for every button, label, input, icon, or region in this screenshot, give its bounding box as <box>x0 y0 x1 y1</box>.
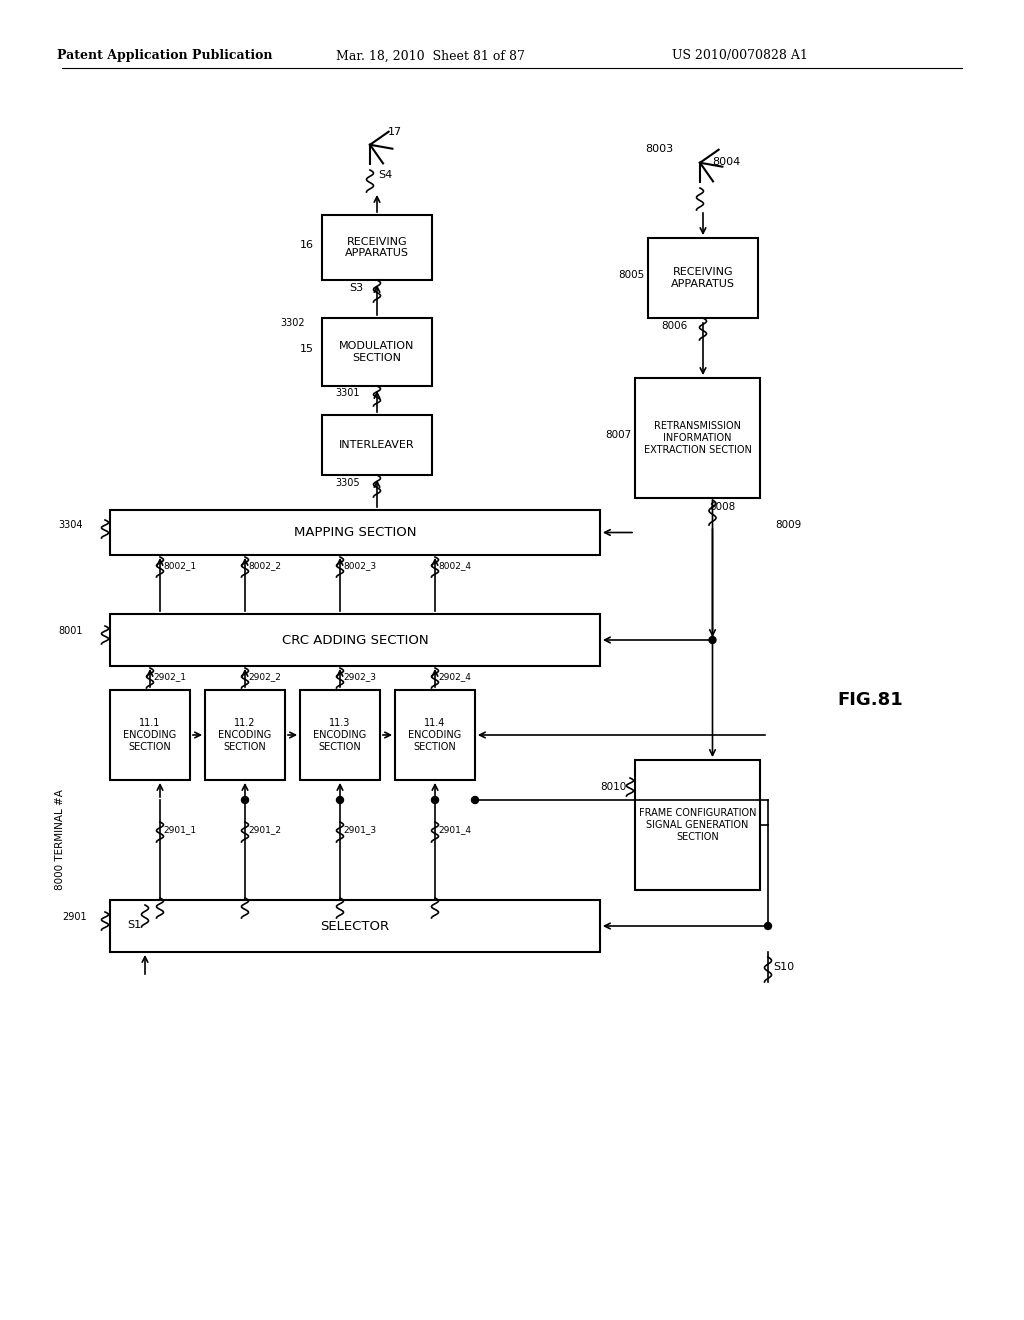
Text: S1: S1 <box>127 920 141 931</box>
Circle shape <box>765 923 771 929</box>
Text: 11.2
ENCODING
SECTION: 11.2 ENCODING SECTION <box>218 718 271 751</box>
Text: 2902_4: 2902_4 <box>438 672 471 681</box>
Text: 11.4
ENCODING
SECTION: 11.4 ENCODING SECTION <box>409 718 462 751</box>
Text: S3: S3 <box>349 282 364 293</box>
Text: 3301: 3301 <box>335 388 359 399</box>
Text: 2901_1: 2901_1 <box>163 825 197 834</box>
Bar <box>635 760 760 890</box>
Text: 8005: 8005 <box>618 271 644 280</box>
Text: 2901_4: 2901_4 <box>438 825 471 834</box>
Bar <box>395 690 475 780</box>
Text: 3302: 3302 <box>280 318 304 327</box>
Text: 8004: 8004 <box>712 157 740 168</box>
Text: US 2010/0070828 A1: US 2010/0070828 A1 <box>672 49 808 62</box>
Text: 3304: 3304 <box>58 520 83 531</box>
Text: SELECTOR: SELECTOR <box>321 920 389 932</box>
Text: INTERLEAVER: INTERLEAVER <box>339 440 415 450</box>
Text: 15: 15 <box>300 345 314 354</box>
Text: 8002_3: 8002_3 <box>343 561 376 570</box>
Text: 11.3
ENCODING
SECTION: 11.3 ENCODING SECTION <box>313 718 367 751</box>
Text: 3305: 3305 <box>335 478 359 488</box>
Bar <box>110 614 600 667</box>
Bar <box>110 900 600 952</box>
Text: 8002_2: 8002_2 <box>248 561 281 570</box>
Text: MAPPING SECTION: MAPPING SECTION <box>294 525 416 539</box>
Text: 8010: 8010 <box>600 781 627 792</box>
Text: 8003: 8003 <box>645 144 673 154</box>
Text: Patent Application Publication: Patent Application Publication <box>57 49 272 62</box>
Bar <box>635 378 760 498</box>
Text: 8008: 8008 <box>710 502 736 512</box>
Text: 8001: 8001 <box>58 626 83 636</box>
Text: RECEIVING
APPARATUS: RECEIVING APPARATUS <box>671 267 735 289</box>
Bar <box>322 414 432 475</box>
Text: S10: S10 <box>773 962 795 972</box>
Text: 2902_1: 2902_1 <box>153 672 186 681</box>
Circle shape <box>471 796 478 804</box>
Text: 17: 17 <box>388 127 402 137</box>
Text: 8009: 8009 <box>775 520 801 531</box>
Circle shape <box>431 796 438 804</box>
Bar <box>205 690 285 780</box>
Text: 8007: 8007 <box>605 430 631 440</box>
Text: Mar. 18, 2010  Sheet 81 of 87: Mar. 18, 2010 Sheet 81 of 87 <box>336 49 524 62</box>
Text: CRC ADDING SECTION: CRC ADDING SECTION <box>282 634 428 647</box>
Text: 8002_1: 8002_1 <box>163 561 197 570</box>
Text: 11.1
ENCODING
SECTION: 11.1 ENCODING SECTION <box>123 718 176 751</box>
Circle shape <box>709 636 716 644</box>
Bar <box>110 690 190 780</box>
Text: 2902_2: 2902_2 <box>248 672 281 681</box>
Bar <box>110 510 600 554</box>
Text: 2902_3: 2902_3 <box>343 672 376 681</box>
Text: S4: S4 <box>378 170 392 180</box>
Text: 16: 16 <box>300 239 314 249</box>
Bar <box>648 238 758 318</box>
Text: MODULATION
SECTION: MODULATION SECTION <box>339 341 415 363</box>
Text: RETRANSMISSION
INFORMATION
EXTRACTION SECTION: RETRANSMISSION INFORMATION EXTRACTION SE… <box>643 421 752 454</box>
Text: 8006: 8006 <box>662 321 687 331</box>
Bar <box>322 318 432 385</box>
Text: 2901: 2901 <box>62 912 87 921</box>
Text: 2901_3: 2901_3 <box>343 825 376 834</box>
Bar <box>322 215 432 280</box>
Text: 2901_2: 2901_2 <box>248 825 281 834</box>
Text: FRAME CONFIGURATION
SIGNAL GENERATION
SECTION: FRAME CONFIGURATION SIGNAL GENERATION SE… <box>639 808 757 842</box>
Circle shape <box>242 796 249 804</box>
Text: 8000 TERMINAL #A: 8000 TERMINAL #A <box>55 789 65 891</box>
Text: 8002_4: 8002_4 <box>438 561 471 570</box>
Bar <box>300 690 380 780</box>
Text: RECEIVING
APPARATUS: RECEIVING APPARATUS <box>345 236 409 259</box>
Circle shape <box>337 796 343 804</box>
Text: FIG.81: FIG.81 <box>838 690 903 709</box>
